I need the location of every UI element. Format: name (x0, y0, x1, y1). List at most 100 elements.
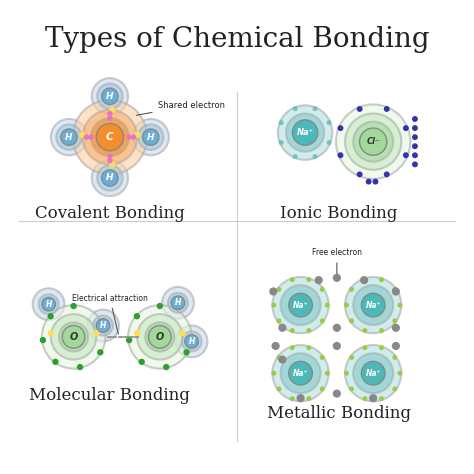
Circle shape (353, 353, 393, 393)
Circle shape (171, 296, 185, 310)
Circle shape (102, 88, 118, 104)
Text: Na⁺: Na⁺ (365, 301, 381, 310)
Circle shape (97, 349, 103, 356)
Circle shape (134, 313, 140, 319)
Circle shape (137, 314, 182, 360)
Circle shape (126, 337, 132, 343)
Circle shape (333, 274, 341, 282)
Circle shape (276, 386, 282, 392)
Circle shape (62, 326, 85, 348)
Circle shape (337, 152, 344, 158)
Circle shape (91, 118, 129, 156)
Circle shape (176, 326, 208, 357)
Text: Free electron: Free electron (312, 248, 362, 275)
Circle shape (327, 140, 331, 145)
Circle shape (412, 162, 418, 167)
Circle shape (345, 277, 401, 333)
Circle shape (379, 277, 384, 282)
Circle shape (162, 287, 194, 319)
Circle shape (182, 331, 201, 351)
Circle shape (320, 319, 325, 323)
Circle shape (286, 114, 324, 152)
Circle shape (412, 116, 418, 122)
Text: Na⁺: Na⁺ (293, 301, 308, 310)
Circle shape (56, 124, 82, 150)
Circle shape (306, 345, 311, 350)
Circle shape (279, 120, 283, 125)
Circle shape (276, 355, 282, 360)
Circle shape (333, 342, 341, 350)
Circle shape (325, 371, 330, 376)
Circle shape (92, 78, 128, 114)
Circle shape (361, 293, 385, 317)
Circle shape (345, 114, 401, 170)
Circle shape (289, 361, 312, 385)
Text: H: H (65, 133, 73, 142)
Circle shape (93, 316, 113, 336)
Circle shape (403, 125, 409, 131)
Circle shape (290, 345, 295, 350)
Circle shape (61, 129, 77, 146)
Circle shape (42, 305, 105, 369)
Text: Electrical attraction: Electrical attraction (72, 294, 148, 334)
Circle shape (325, 302, 330, 308)
Circle shape (88, 135, 93, 140)
Circle shape (356, 172, 363, 177)
Circle shape (392, 342, 400, 350)
Circle shape (363, 277, 367, 282)
Circle shape (344, 371, 349, 376)
Circle shape (320, 386, 325, 392)
Circle shape (273, 345, 328, 401)
Text: H: H (100, 321, 106, 330)
Circle shape (363, 396, 367, 401)
Circle shape (306, 396, 311, 401)
Circle shape (183, 349, 190, 356)
Circle shape (369, 394, 377, 402)
Circle shape (281, 353, 320, 393)
Text: H: H (106, 92, 114, 101)
Circle shape (77, 364, 83, 370)
Circle shape (73, 100, 147, 174)
Text: Molecular Bonding: Molecular Bonding (29, 387, 191, 404)
Text: O: O (70, 332, 78, 342)
Circle shape (392, 355, 397, 360)
Circle shape (109, 161, 115, 167)
Circle shape (33, 288, 64, 320)
Text: Types of Chemical Bonding: Types of Chemical Bonding (45, 26, 429, 53)
Text: Covalent Bonding: Covalent Bonding (35, 205, 185, 222)
Circle shape (412, 143, 418, 149)
Circle shape (289, 293, 312, 317)
Text: H: H (147, 133, 155, 142)
Text: Na⁺: Na⁺ (365, 369, 381, 378)
Circle shape (83, 135, 89, 140)
Circle shape (327, 120, 331, 125)
Circle shape (361, 361, 385, 385)
Circle shape (133, 119, 169, 155)
Circle shape (179, 330, 186, 337)
Circle shape (292, 120, 318, 146)
Text: Na⁺: Na⁺ (297, 128, 314, 137)
Circle shape (143, 129, 159, 146)
Circle shape (92, 160, 128, 196)
Circle shape (336, 104, 410, 179)
Circle shape (412, 134, 418, 140)
Circle shape (273, 277, 328, 333)
Circle shape (269, 287, 277, 296)
Circle shape (320, 355, 325, 360)
Circle shape (163, 364, 169, 370)
Circle shape (344, 302, 349, 308)
Circle shape (290, 396, 295, 401)
Circle shape (97, 165, 123, 191)
Circle shape (131, 135, 136, 140)
Circle shape (392, 324, 400, 332)
Circle shape (392, 319, 397, 323)
Circle shape (398, 302, 402, 308)
Circle shape (134, 132, 140, 138)
Circle shape (138, 124, 164, 150)
Circle shape (349, 355, 354, 360)
Circle shape (96, 124, 124, 151)
Circle shape (360, 276, 368, 284)
Circle shape (47, 313, 54, 319)
Circle shape (126, 135, 132, 140)
Circle shape (278, 324, 286, 332)
